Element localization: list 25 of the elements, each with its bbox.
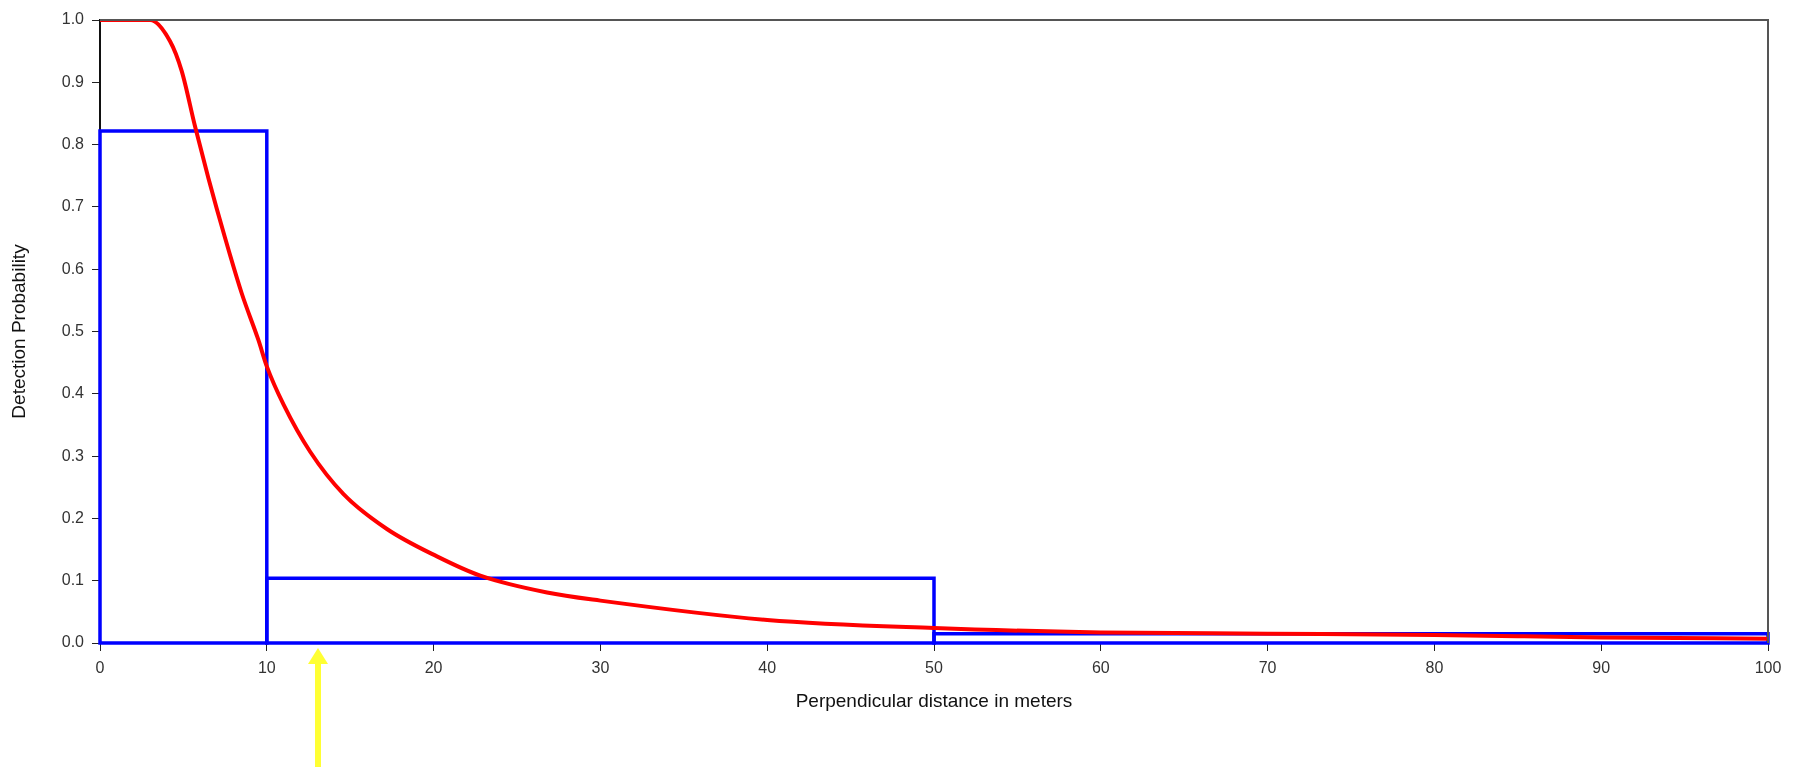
x-tick-label: 80 [1425,659,1444,677]
y-tick-label: 0.2 [61,508,85,526]
x-tick-label: 0 [95,659,105,677]
y-tick-label: 0.3 [61,446,85,464]
line-series [100,20,1768,641]
y-tick-label: 0.6 [61,259,85,277]
y-tick-label: 0.9 [61,72,85,90]
y-tick-label: 0.7 [61,197,85,215]
x-tick-label: 90 [1592,659,1611,677]
x-tick-label: 60 [1091,659,1110,677]
x-tick-label: 20 [424,659,443,677]
y-tick-label: 0.0 [61,633,85,651]
y-tick-label: 1.0 [61,10,85,28]
x-tick-label: 10 [257,659,276,677]
y-tick-label: 0.8 [61,135,85,153]
x-tick-label: 30 [591,659,610,677]
x-tick-label: 40 [758,659,777,677]
x-axis-title: Perpendicular distance in meters [795,689,1073,711]
x-tick-label: 70 [1258,659,1277,677]
y-tick-label: 0.4 [61,384,85,402]
x-tick-label: 100 [1754,659,1782,677]
y-tick-label: 0.5 [61,321,85,339]
x-tick-label: 50 [925,659,943,677]
y-axis-title: Detection Probability [7,243,29,419]
y-tick-label: 0.1 [61,571,85,589]
